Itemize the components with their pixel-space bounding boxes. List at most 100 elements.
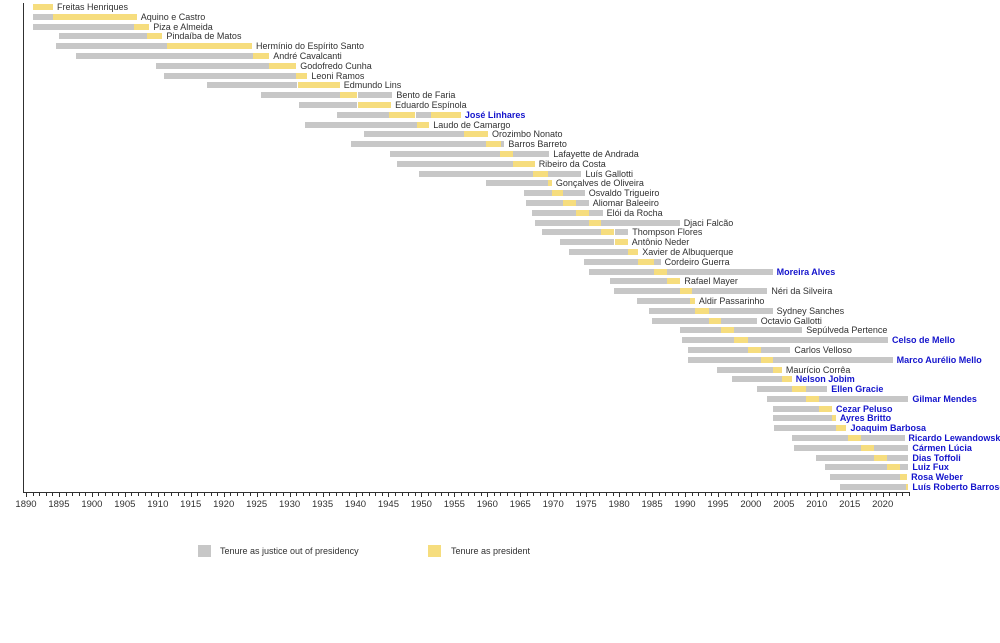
x-axis-major-tick — [256, 492, 258, 497]
x-axis-minor-tick — [526, 492, 528, 496]
tenure-bar-segment — [357, 92, 393, 99]
presidency-bar-segment — [32, 4, 53, 10]
justice-name-label: Barros Barreto — [508, 139, 567, 150]
presidency-bar-segment — [638, 258, 654, 265]
axis-tick-label: 1940 — [344, 499, 367, 510]
tenure-bar-segment — [688, 346, 748, 353]
x-axis-major-tick — [421, 492, 423, 497]
tenure-bar-segment — [260, 92, 340, 99]
x-axis-minor-tick — [507, 492, 509, 496]
justice-name-label: Rafael Mayer — [684, 276, 738, 287]
y-axis-line — [22, 3, 24, 492]
justice-name-label: Pindaíba de Matos — [166, 31, 242, 42]
justice-name-label: Eduardo Espínola — [395, 100, 467, 110]
x-axis-minor-tick — [757, 492, 759, 496]
x-axis-minor-tick — [197, 492, 199, 496]
x-axis-minor-tick — [210, 492, 212, 496]
x-axis-minor-tick — [309, 492, 311, 496]
x-axis-minor-tick — [566, 492, 568, 496]
x-axis-minor-tick — [764, 492, 766, 496]
justice-name-label: Celso de Mello — [892, 335, 956, 346]
presidency-bar-segment — [861, 444, 875, 451]
presidency-bar-segment — [721, 327, 734, 334]
justice-name-label: Aldir Passarinho — [698, 295, 765, 306]
tenure-bar-segment — [532, 209, 576, 216]
x-axis-minor-tick — [434, 492, 436, 496]
tenure-bar-segment — [688, 356, 761, 363]
x-axis-minor-tick — [803, 492, 805, 496]
justice-name-label: Luís Gallotti — [585, 168, 634, 179]
x-axis-minor-tick — [889, 492, 891, 496]
x-axis-major-tick — [322, 492, 324, 497]
legend-label-tenure-as-president: Tenure as president — [451, 546, 531, 556]
axis-tick-label: 1990 — [674, 499, 696, 510]
justice-name-label: Néri da Silveira — [771, 286, 833, 297]
presidency-bar-segment — [417, 121, 430, 128]
tenure-bar-segment — [163, 72, 297, 79]
x-axis-minor-tick — [790, 492, 792, 496]
x-axis-minor-tick — [105, 492, 107, 496]
presidency-bar-segment — [905, 484, 909, 490]
tenure-bar-segment — [32, 13, 53, 20]
presidency-bar-segment — [791, 386, 806, 392]
x-axis-minor-tick — [184, 492, 186, 496]
axis-tick-label: 1930 — [279, 499, 301, 510]
presidency-bar-segment — [551, 190, 564, 197]
tenure-bar-segment — [588, 268, 654, 275]
tenure-bar-segment — [733, 327, 803, 334]
tenure-bar-segment — [501, 141, 505, 148]
tenure-bar-segment — [680, 327, 722, 334]
axis-tick-label: 1980 — [608, 499, 630, 510]
tenure-bar-segment — [760, 346, 791, 353]
x-axis-minor-tick — [250, 492, 252, 496]
x-axis-minor-tick — [579, 492, 581, 496]
justice-name-label: André Cavalcanti — [273, 51, 342, 61]
x-axis-minor-tick — [217, 492, 219, 496]
tenure-bar-segment — [600, 219, 680, 226]
presidency-bar-segment — [654, 268, 668, 275]
x-axis-minor-tick — [98, 492, 100, 496]
x-axis-minor-tick — [862, 492, 864, 496]
tenure-bar-segment — [899, 464, 909, 471]
x-axis-minor-tick — [381, 492, 383, 496]
x-axis-minor-tick — [645, 492, 647, 496]
presidency-bar-segment — [627, 248, 639, 255]
axis-tick-label: 1960 — [476, 499, 498, 510]
tenure-bar-segment — [682, 337, 734, 344]
x-axis-major-tick — [289, 492, 291, 497]
x-axis-minor-tick — [283, 492, 284, 496]
presidency-bar-segment — [463, 131, 488, 138]
axis-tick-label: 1915 — [180, 499, 202, 510]
x-axis-minor-tick — [263, 492, 265, 496]
justice-name-label: Ellen Gracie — [831, 384, 884, 394]
presidency-bar-segment — [389, 111, 416, 118]
tenure-bar-segment — [667, 268, 773, 275]
justice-name-label: Sydney Sanches — [776, 305, 845, 316]
x-axis-minor-tick — [704, 492, 706, 496]
x-axis-minor-tick — [843, 492, 845, 496]
x-axis-minor-tick — [408, 492, 410, 496]
x-axis-minor-tick — [131, 492, 133, 496]
x-axis-minor-tick — [203, 492, 205, 496]
justice-name-label: Aquino e Castro — [140, 11, 206, 22]
axis-tick-label: 1995 — [707, 499, 729, 510]
presidency-bar-segment — [874, 454, 888, 461]
tenure-bar-segment — [76, 53, 254, 59]
justice-name-label: Hermínio do Espírito Santo — [256, 41, 365, 52]
presidency-bar-segment — [297, 82, 340, 89]
justice-name-label: Godofredo Cunha — [300, 60, 372, 71]
presidency-bar-segment — [747, 346, 761, 353]
x-axis-minor-tick — [32, 492, 34, 496]
legend-swatch-tenure-as-justice — [198, 545, 211, 557]
x-axis-minor-tick — [559, 492, 561, 496]
tenure-bar-segment — [575, 199, 589, 206]
x-axis-minor-tick — [111, 492, 113, 496]
tenure-bar-segment — [839, 484, 906, 490]
justice-name-label: Luiz Fux — [912, 462, 949, 473]
presidency-bar-segment — [253, 53, 270, 59]
x-axis-minor-tick — [315, 492, 317, 496]
x-axis-minor-tick — [744, 492, 746, 496]
x-axis-major-tick — [816, 492, 818, 497]
x-axis-minor-tick — [632, 492, 634, 496]
x-axis-minor-tick — [177, 492, 179, 496]
